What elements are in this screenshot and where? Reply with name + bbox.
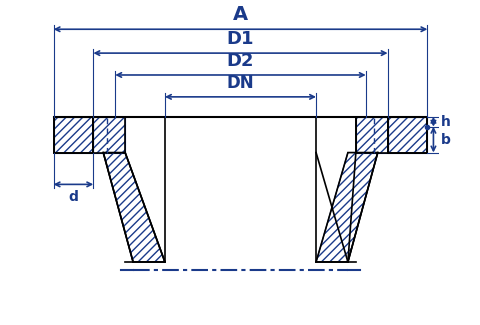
- Text: h: h: [440, 115, 450, 129]
- Text: D1: D1: [226, 30, 254, 48]
- Text: A: A: [232, 6, 248, 24]
- Text: D2: D2: [226, 52, 254, 70]
- Text: d: d: [68, 190, 78, 204]
- Text: b: b: [440, 133, 450, 147]
- Text: DN: DN: [226, 74, 254, 92]
